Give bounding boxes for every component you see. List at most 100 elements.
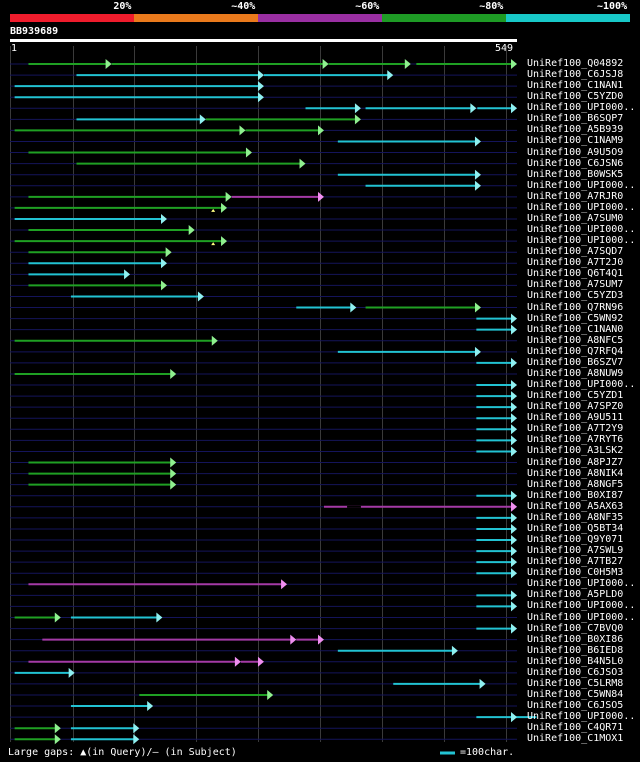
hit-label[interactable]: UniRef100_C1NAN0 bbox=[527, 323, 624, 335]
hit-label[interactable]: UniRef100_B0XI86 bbox=[527, 633, 624, 645]
hit-label[interactable]: UniRef100_UPI000.. bbox=[527, 179, 636, 191]
hit-label[interactable]: UniRef100_A5PLD0 bbox=[527, 589, 624, 601]
hit-label[interactable]: UniRef100_B6IED8 bbox=[527, 644, 624, 656]
hit-arrowhead bbox=[511, 535, 517, 546]
hit-arrowhead bbox=[211, 335, 218, 346]
hit-label[interactable]: UniRef100_UPI000.. bbox=[527, 578, 636, 590]
hit-label[interactable]: UniRef100_A9U5O9 bbox=[527, 146, 624, 158]
hit-label[interactable]: UniRef100_Q5BT34 bbox=[527, 522, 624, 534]
hit-arrowhead bbox=[511, 357, 517, 368]
hit-label[interactable]: UniRef100_UPI000.. bbox=[527, 600, 636, 612]
hit-label[interactable]: UniRef100_A7SQD7 bbox=[527, 246, 624, 258]
query-gap-marker bbox=[211, 242, 216, 246]
hit-arrowhead bbox=[350, 302, 357, 313]
hit-arrowhead bbox=[290, 634, 297, 645]
hit-label[interactable]: UniRef100_A8NIK4 bbox=[527, 467, 624, 479]
hit-label[interactable]: UniRef100_A8NFC5 bbox=[527, 334, 624, 346]
hit-label[interactable]: UniRef100_A7RJR0 bbox=[527, 190, 624, 202]
hit-arrowhead bbox=[197, 291, 204, 302]
hit-label[interactable]: UniRef100_C5WN92 bbox=[527, 312, 624, 324]
hit-label[interactable]: UniRef100_C1NAN1 bbox=[527, 80, 624, 92]
hit-arrowhead bbox=[511, 103, 517, 114]
hit-label[interactable]: UniRef100_Q6T4Q1 bbox=[527, 268, 624, 280]
hit-label[interactable]: UniRef100_C5LRM8 bbox=[527, 677, 624, 689]
hit-arrowhead bbox=[234, 656, 241, 667]
hit-label[interactable]: UniRef100_C6JSN6 bbox=[527, 157, 624, 169]
hit-label[interactable]: UniRef100_A7T2J0 bbox=[527, 257, 624, 269]
hit-label[interactable]: UniRef100_UPI000.. bbox=[527, 102, 636, 114]
hit-arrowhead bbox=[511, 568, 517, 579]
hit-arrowhead bbox=[124, 269, 131, 280]
hit-label[interactable]: UniRef100_UPI000.. bbox=[527, 611, 636, 623]
hit-label[interactable]: UniRef100_A5AX63 bbox=[527, 500, 624, 512]
hit-arrowhead bbox=[511, 501, 517, 512]
hit-label[interactable]: UniRef100_Q7RFQ4 bbox=[527, 345, 624, 357]
hit-arrowhead bbox=[474, 169, 481, 180]
hit-label[interactable]: UniRef100_UPI000.. bbox=[527, 235, 636, 247]
hit-label[interactable]: UniRef100_C6JSO5 bbox=[527, 700, 624, 712]
hit-label[interactable]: UniRef100_A7RYT6 bbox=[527, 434, 624, 446]
hit-arrowhead bbox=[165, 247, 172, 258]
legend-color-2 bbox=[134, 14, 258, 22]
hit-label[interactable]: UniRef100_B0WSK5 bbox=[527, 168, 624, 180]
hit-label[interactable]: UniRef100_C6JSJ8 bbox=[527, 69, 624, 81]
hit-arrowhead bbox=[451, 645, 458, 656]
hit-label[interactable]: UniRef100_C5YZD0 bbox=[527, 91, 624, 103]
scale-label: =100char. bbox=[460, 747, 515, 758]
hit-label[interactable]: UniRef100_A3LSK2 bbox=[527, 445, 624, 457]
hit-label[interactable]: UniRef100_A7SUM7 bbox=[527, 279, 624, 291]
hit-label[interactable]: UniRef100_A7SPZ0 bbox=[527, 401, 624, 413]
query-gap-marker bbox=[211, 208, 216, 212]
hit-label[interactable]: UniRef100_B6SZV7 bbox=[527, 356, 624, 368]
hit-label[interactable]: UniRef100_A8NGF5 bbox=[527, 478, 624, 490]
hit-label[interactable]: UniRef100_A7SWL9 bbox=[527, 545, 624, 557]
hit-label[interactable]: UniRef100_Q9Y071 bbox=[527, 534, 624, 545]
hit-arrowhead bbox=[156, 612, 163, 623]
hit-label[interactable]: UniRef100_Q04892 bbox=[527, 58, 624, 69]
hit-arrowhead bbox=[54, 612, 61, 623]
hit-label[interactable]: UniRef100_B4N5L0 bbox=[527, 655, 624, 667]
hit-arrowhead bbox=[317, 191, 324, 202]
hit-arrowhead bbox=[160, 280, 167, 291]
hit-arrowhead bbox=[511, 490, 517, 501]
hit-label[interactable]: UniRef100_C1NAM9 bbox=[527, 135, 624, 147]
hit-arrowhead bbox=[511, 391, 517, 402]
hit-label[interactable]: UniRef100_UPI000.. bbox=[527, 201, 636, 213]
hit-label[interactable]: UniRef100_C5WN84 bbox=[527, 688, 624, 700]
hit-label[interactable]: UniRef100_C6JSO3 bbox=[527, 666, 624, 678]
hit-label[interactable]: UniRef100_A8PJZ7 bbox=[527, 456, 624, 468]
hit-label[interactable]: UniRef100_A8NUW9 bbox=[527, 367, 624, 379]
hit-arrowhead bbox=[470, 103, 477, 114]
hit-label[interactable]: UniRef100_A5B939 bbox=[527, 124, 624, 136]
hit-label[interactable]: UniRef100_C1MOX1 bbox=[527, 733, 624, 745]
hit-label[interactable]: UniRef100_Q7RN96 bbox=[527, 301, 624, 313]
legend-color-4 bbox=[382, 14, 506, 22]
hit-label[interactable]: UniRef100_B6SQP7 bbox=[527, 113, 624, 125]
hit-label[interactable]: UniRef100_A7TB27 bbox=[527, 556, 624, 568]
hit-arrowhead bbox=[245, 147, 252, 158]
hit-label[interactable]: UniRef100_C5YZD1 bbox=[527, 390, 624, 402]
hit-label[interactable]: UniRef100_UPI000.. bbox=[527, 711, 636, 723]
hit-arrowhead bbox=[511, 712, 517, 723]
hit-arrowhead bbox=[239, 125, 246, 136]
hit-label[interactable]: UniRef100_A7T2Y9 bbox=[527, 423, 624, 435]
hit-label[interactable]: UniRef100_C5YZD3 bbox=[527, 290, 624, 302]
hit-label[interactable]: UniRef100_A9U511 bbox=[527, 412, 624, 424]
hit-arrowhead bbox=[267, 689, 274, 700]
hit-arrowhead bbox=[511, 424, 517, 435]
hit-label[interactable]: UniRef100_B0XI87 bbox=[527, 489, 624, 501]
hit-label[interactable]: UniRef100_A7SUM0 bbox=[527, 212, 624, 224]
hit-arrowhead bbox=[199, 114, 206, 125]
hit-arrowhead bbox=[354, 103, 361, 114]
hit-label[interactable]: UniRef100_UPI000.. bbox=[527, 224, 636, 236]
hit-label[interactable]: UniRef100_UPI000.. bbox=[527, 379, 636, 391]
hit-label[interactable]: UniRef100_C0H5M3 bbox=[527, 567, 624, 579]
hit-arrowhead bbox=[511, 435, 517, 446]
hit-arrowhead bbox=[54, 734, 61, 745]
legend-label-5: ~100% bbox=[597, 1, 628, 12]
hit-arrowhead bbox=[188, 225, 195, 236]
hit-label[interactable]: UniRef100_C7BVQ0 bbox=[527, 622, 624, 634]
hit-arrowhead bbox=[387, 70, 394, 81]
hit-label[interactable]: UniRef100_A8NF35 bbox=[527, 511, 624, 523]
hit-label[interactable]: UniRef100_C4QR71 bbox=[527, 722, 624, 734]
